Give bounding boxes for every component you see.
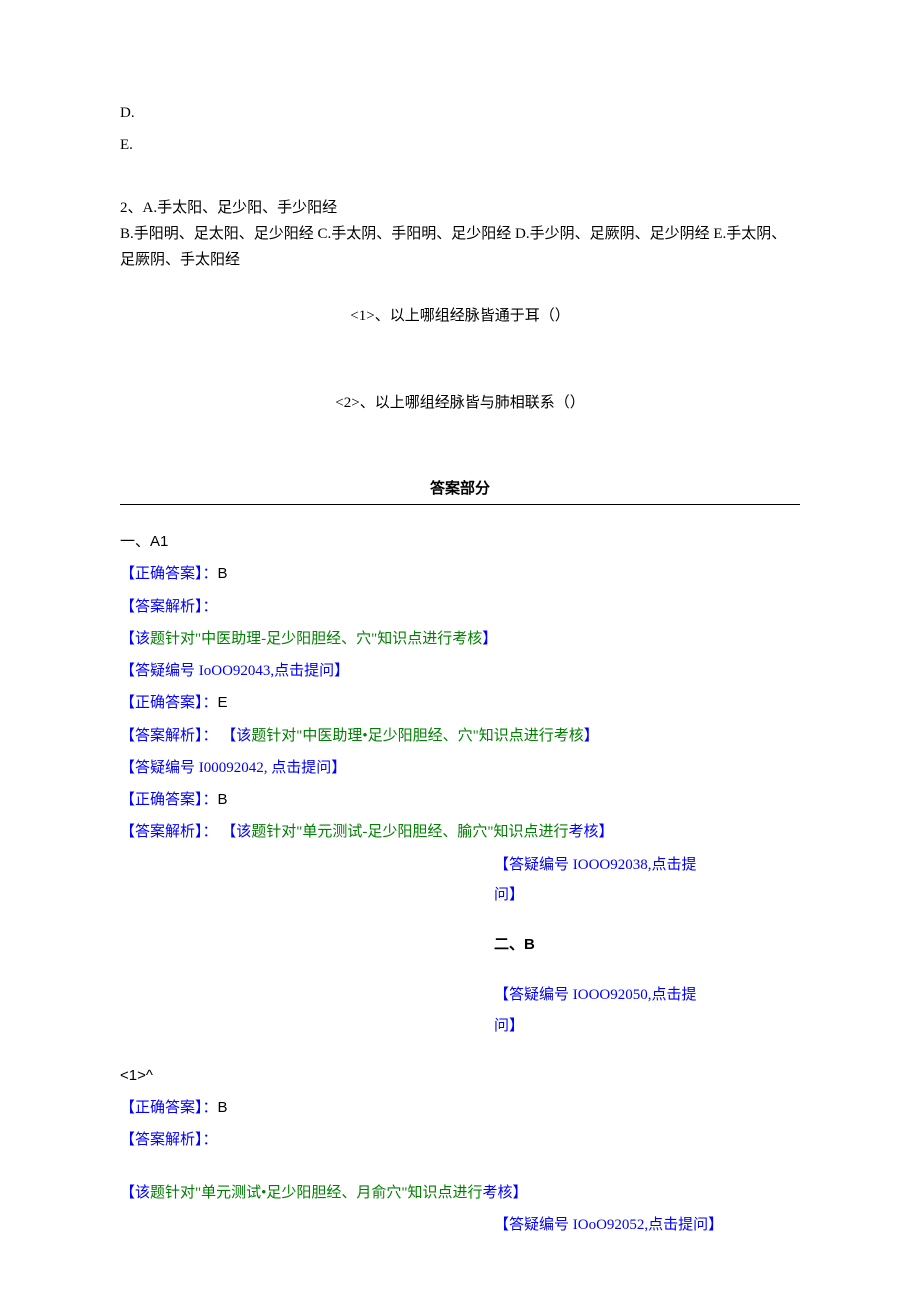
answer-2-correct: 【正确答案】：E bbox=[120, 690, 800, 716]
option-d: D. bbox=[120, 100, 800, 126]
reference-link-4a[interactable]: 【答疑编号 IOOO92050,点击提 bbox=[494, 982, 800, 1008]
answer-value: E bbox=[218, 694, 228, 711]
sub-question-2: <2>、以上哪组经脉皆与肺相联系（） bbox=[120, 390, 800, 416]
section-b-heading: 二、B bbox=[494, 932, 800, 958]
analysis-label: 【答案解析】： bbox=[120, 728, 218, 744]
reference-link-4b[interactable]: 问】 bbox=[494, 1013, 800, 1039]
note4-suf: 考核】 bbox=[483, 1185, 528, 1201]
reference-link-3a[interactable]: 【答疑编号 IOOO92038,点击提 bbox=[494, 852, 800, 878]
answer-1-correct: 【正确答案】：B bbox=[120, 561, 800, 587]
correct-answer-label: 【正确答案】： bbox=[120, 566, 218, 582]
analysis-note-4: 【该题针对"单元测试•足少阳胆经、月俞穴"知识点进行考核】 bbox=[120, 1180, 800, 1206]
answer-value: B bbox=[218, 1099, 228, 1116]
q2-option-b: B.手阳明、足太阳、足少阳经 bbox=[120, 226, 314, 242]
q2-option-d: D.手少阴、足厥阴、足少阴经 bbox=[515, 226, 710, 242]
sub-question-1: <1>、以上哪组经脉皆通于耳（） bbox=[120, 303, 800, 329]
correct-answer-label: 【正确答案】： bbox=[120, 792, 218, 808]
note2-pre: 【该 bbox=[221, 728, 251, 744]
answer-4-correct: 【正确答案】：B bbox=[120, 1095, 800, 1121]
q2-option-a: 手太阳、足少阳、手少阳经 bbox=[157, 200, 337, 216]
note2-mid: 题针对"中医助理•足少阳胆经、穴"知识点进行考核 bbox=[251, 728, 584, 744]
analysis-label-1: 【答案解析】： bbox=[120, 594, 800, 620]
question-2-stem: 2、A.手太阳、足少阳、手少阳经 bbox=[120, 195, 800, 221]
reference-link-5[interactable]: 【答疑编号 IOoO92052,点击提问】 bbox=[494, 1212, 800, 1238]
sub-answer-1-marker: <1>^ bbox=[120, 1063, 800, 1089]
reference-link-1[interactable]: 【答疑编号 IoOO92043,点击提问】 bbox=[120, 658, 800, 684]
q2-prefix: 2、A. bbox=[120, 200, 157, 216]
reference-link-3b[interactable]: 问】 bbox=[494, 882, 800, 908]
q2-option-c: C.手太阴、手阳明、足少阳经 bbox=[318, 226, 512, 242]
q2-options-continued: B.手阳明、足太阳、足少阳经 C.手太阴、手阳明、足少阳经 D.手少阴、足厥阴、… bbox=[120, 221, 800, 274]
correct-answer-label: 【正确答案】： bbox=[120, 1100, 218, 1116]
analysis-note-1: 【该题针对"中医助理-足少阳胆经、穴"知识点进行考核】 bbox=[120, 626, 800, 652]
answers-title: 答案部分 bbox=[120, 476, 800, 502]
answer-value: B bbox=[218, 791, 228, 808]
analysis-label-4: 【答案解析】： bbox=[120, 1127, 800, 1153]
section-a1-heading: 一、A1 bbox=[120, 529, 800, 555]
option-e: E. bbox=[120, 132, 800, 158]
analysis-label: 【答案解析】： bbox=[120, 824, 218, 840]
note4-pre: 【该 bbox=[120, 1185, 150, 1201]
note3-pre: 【该 bbox=[221, 824, 251, 840]
correct-answer-label: 【正确答案】： bbox=[120, 695, 218, 711]
note3-mid: 题针对"单元测试-足少阳胆经、腧穴"知识点进行 bbox=[251, 824, 568, 840]
divider bbox=[120, 504, 800, 505]
analysis-3: 【答案解析】： 【该题针对"单元测试-足少阳胆经、腧穴"知识点进行考核】 bbox=[120, 819, 800, 845]
note4-mid: 题针对"单元测试•足少阳胆经、月俞穴"知识点进行 bbox=[150, 1185, 483, 1201]
answer-3-correct: 【正确答案】：B bbox=[120, 787, 800, 813]
note2-suf: 】 bbox=[584, 728, 599, 744]
note1-suf: 】 bbox=[482, 631, 497, 647]
reference-link-2[interactable]: 【答疑编号 I00092042, 点击提问】 bbox=[120, 755, 800, 781]
note1-mid: 题针对"中医助理-足少阳胆经、穴"知识点进行考核 bbox=[150, 631, 482, 647]
analysis-2: 【答案解析】： 【该题针对"中医助理•足少阳胆经、穴"知识点进行考核】 bbox=[120, 723, 800, 749]
answer-value: B bbox=[218, 565, 228, 582]
note3-suf: 考核】 bbox=[569, 824, 614, 840]
note1-pre: 【该 bbox=[120, 631, 150, 647]
